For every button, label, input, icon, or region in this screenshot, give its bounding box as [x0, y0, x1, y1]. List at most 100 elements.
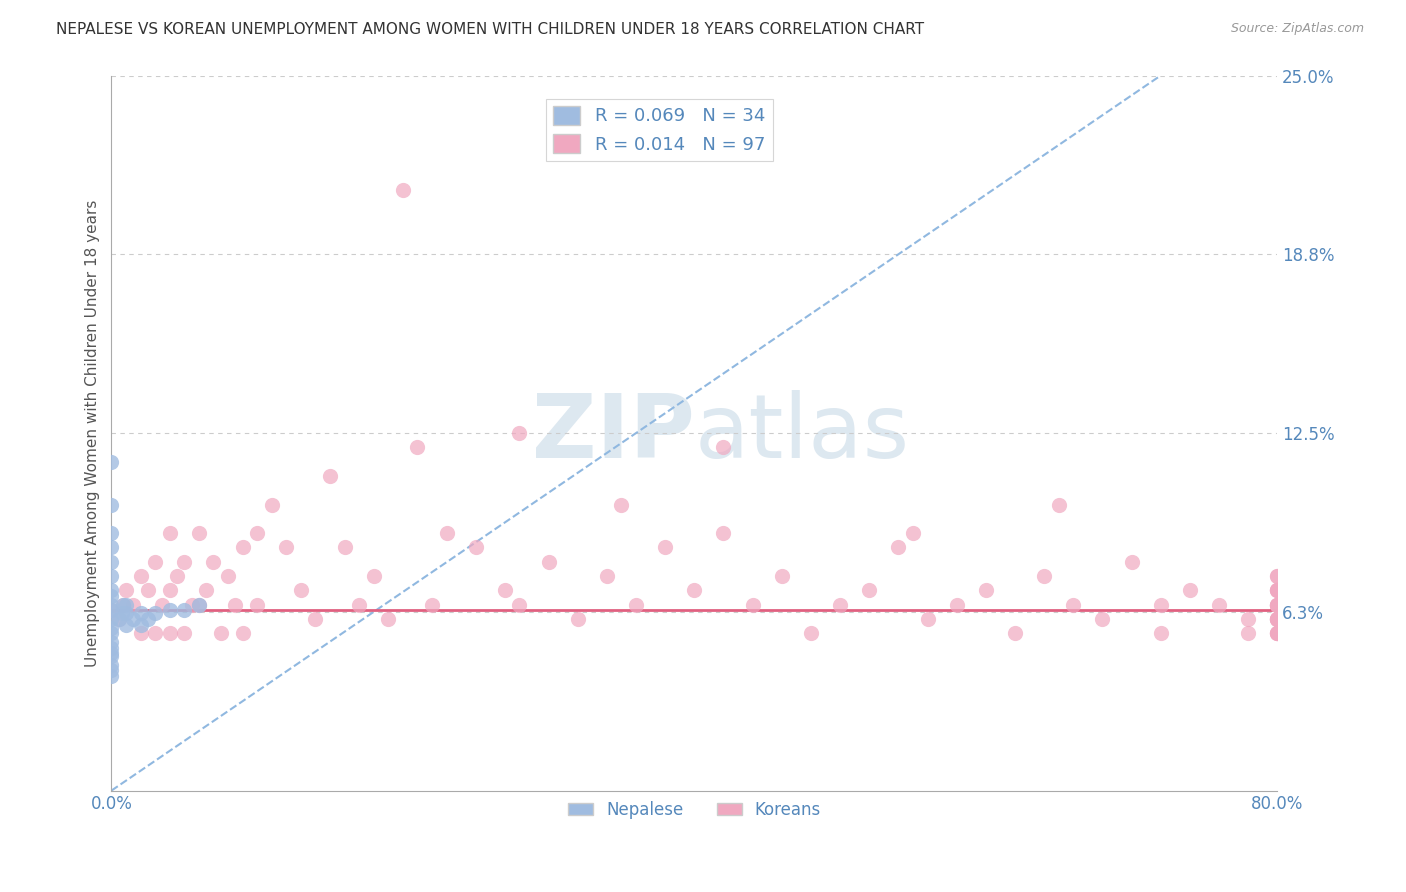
Point	[209, 626, 232, 640]
Point	[508, 425, 530, 440]
Point	[1265, 626, 1288, 640]
Point	[143, 607, 166, 621]
Point	[232, 626, 254, 640]
Point	[392, 183, 415, 197]
Point	[945, 598, 967, 612]
Point	[129, 607, 152, 621]
Point	[828, 598, 851, 612]
Point	[1265, 598, 1288, 612]
Point	[159, 526, 181, 541]
Point	[1265, 583, 1288, 598]
Point	[129, 569, 152, 583]
Point	[713, 526, 735, 541]
Text: NEPALESE VS KOREAN UNEMPLOYMENT AMONG WOMEN WITH CHILDREN UNDER 18 YEARS CORRELA: NEPALESE VS KOREAN UNEMPLOYMENT AMONG WO…	[56, 22, 924, 37]
Point	[1265, 612, 1288, 626]
Point	[917, 612, 939, 626]
Point	[187, 598, 209, 612]
Point	[187, 598, 209, 612]
Point	[1265, 598, 1288, 612]
Point	[683, 583, 706, 598]
Point	[436, 526, 458, 541]
Point	[159, 583, 181, 598]
Point	[713, 441, 735, 455]
Point	[217, 569, 239, 583]
Legend: Nepalese, Koreans: Nepalese, Koreans	[561, 794, 828, 825]
Point	[100, 626, 122, 640]
Point	[100, 455, 122, 469]
Point	[1265, 612, 1288, 626]
Point	[1265, 569, 1288, 583]
Y-axis label: Unemployment Among Women with Children Under 18 years: Unemployment Among Women with Children U…	[86, 200, 100, 666]
Point	[420, 598, 443, 612]
Point	[276, 541, 298, 555]
Point	[224, 598, 246, 612]
Point	[1208, 598, 1230, 612]
Point	[901, 526, 924, 541]
Point	[1062, 598, 1084, 612]
Point	[107, 612, 129, 626]
Text: atlas: atlas	[695, 390, 910, 476]
Point	[508, 598, 530, 612]
Point	[1121, 555, 1143, 569]
Point	[100, 603, 122, 617]
Point	[136, 583, 159, 598]
Point	[129, 617, 152, 632]
Point	[100, 649, 122, 664]
Point	[1265, 569, 1288, 583]
Point	[1265, 626, 1288, 640]
Point	[1237, 612, 1260, 626]
Point	[166, 569, 188, 583]
Point	[974, 583, 997, 598]
Point	[290, 583, 312, 598]
Point	[464, 541, 486, 555]
Point	[115, 598, 138, 612]
Point	[100, 541, 122, 555]
Point	[800, 626, 823, 640]
Point	[1033, 569, 1056, 583]
Point	[100, 603, 122, 617]
Point	[858, 583, 880, 598]
Point	[100, 555, 122, 569]
Point	[537, 555, 560, 569]
Point	[654, 541, 676, 555]
Point	[1265, 612, 1288, 626]
Point	[624, 598, 647, 612]
Point	[112, 598, 135, 612]
Point	[770, 569, 793, 583]
Text: ZIP: ZIP	[531, 390, 695, 476]
Point	[180, 598, 202, 612]
Point	[173, 603, 195, 617]
Point	[246, 598, 269, 612]
Point	[100, 664, 122, 678]
Point	[596, 569, 619, 583]
Point	[143, 555, 166, 569]
Point	[741, 598, 763, 612]
Point	[100, 583, 122, 598]
Point	[159, 626, 181, 640]
Point	[115, 583, 138, 598]
Point	[122, 598, 145, 612]
Point	[304, 612, 326, 626]
Point	[377, 612, 399, 626]
Point	[1265, 612, 1288, 626]
Point	[100, 526, 122, 541]
Point	[187, 526, 209, 541]
Point	[232, 541, 254, 555]
Point	[1237, 626, 1260, 640]
Point	[110, 607, 132, 621]
Point	[610, 498, 633, 512]
Point	[363, 569, 385, 583]
Point	[1265, 612, 1288, 626]
Point	[1265, 598, 1288, 612]
Point	[159, 603, 181, 617]
Point	[333, 541, 356, 555]
Point	[100, 669, 122, 683]
Point	[115, 617, 138, 632]
Point	[1047, 498, 1070, 512]
Point	[494, 583, 516, 598]
Point	[143, 626, 166, 640]
Point	[195, 583, 218, 598]
Point	[1178, 583, 1201, 598]
Point	[1150, 626, 1173, 640]
Point	[100, 640, 122, 655]
